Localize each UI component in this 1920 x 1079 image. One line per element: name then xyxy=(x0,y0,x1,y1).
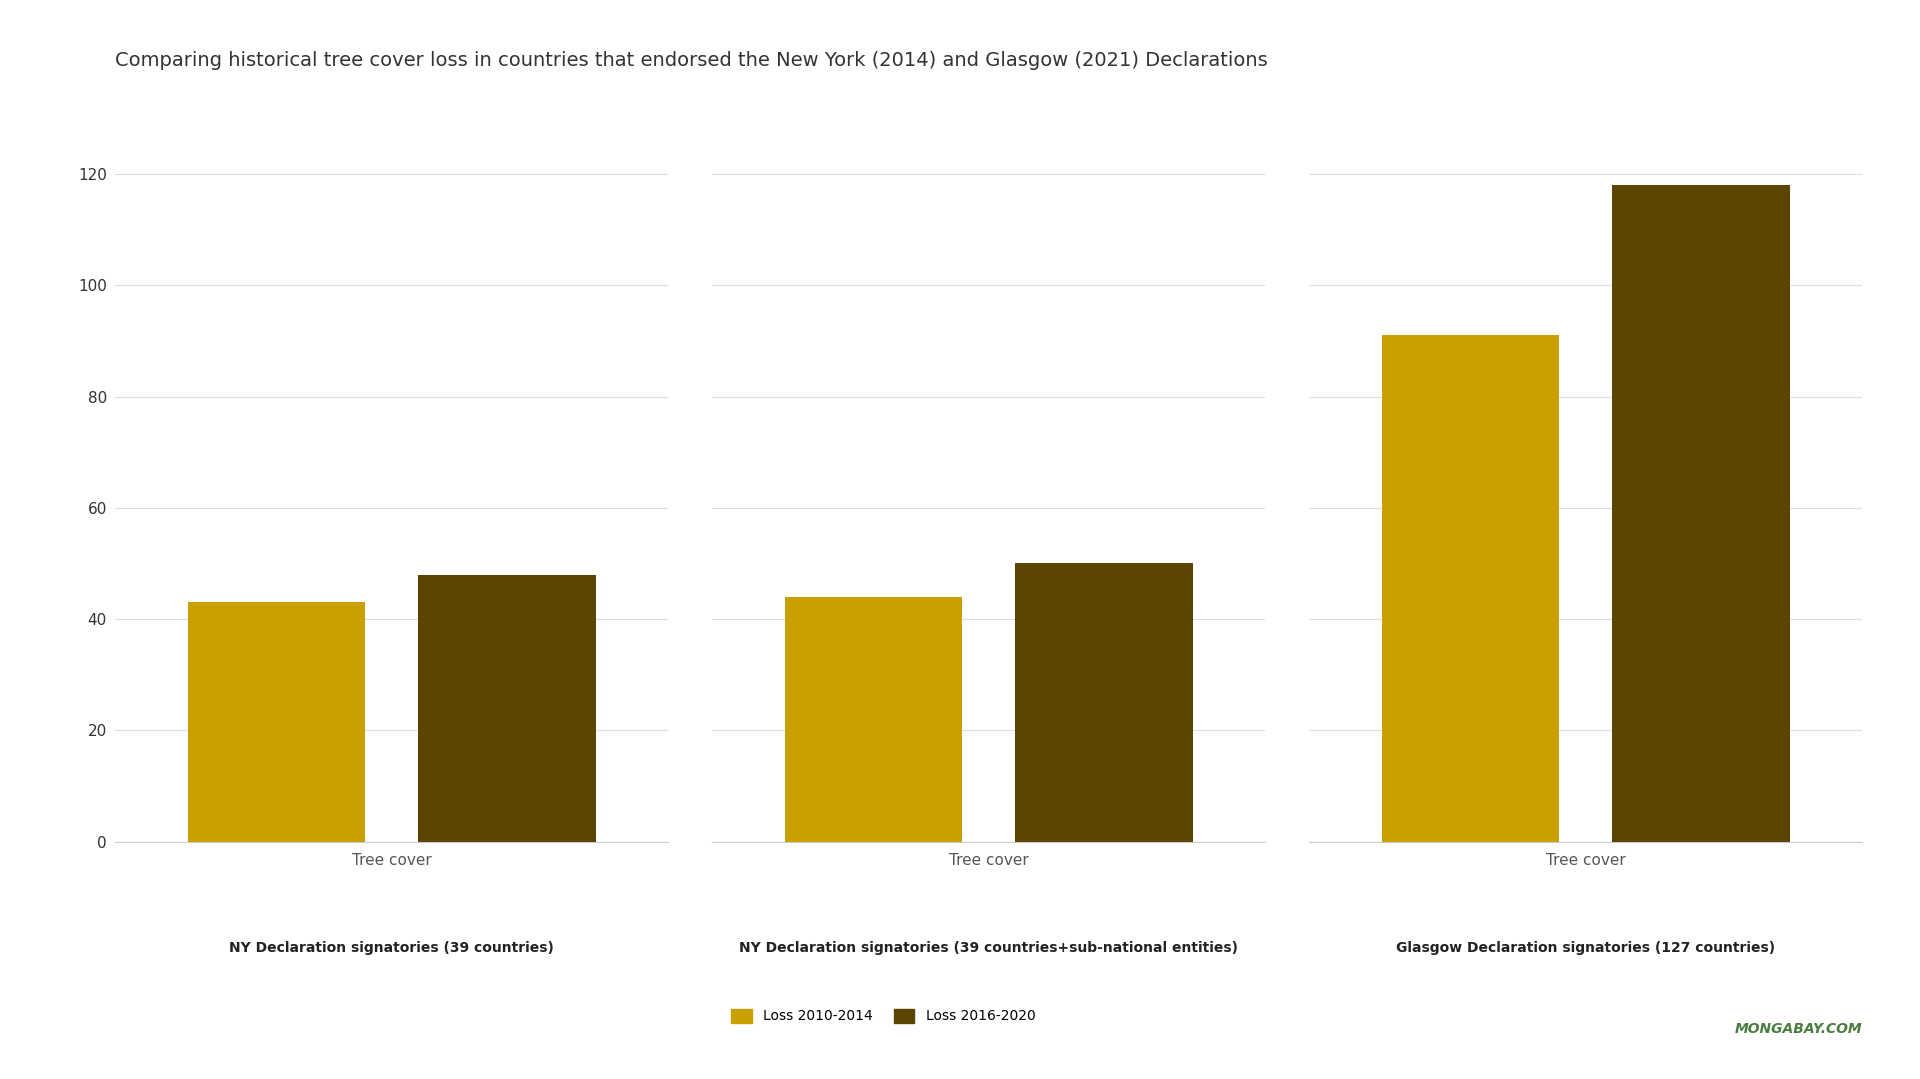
Text: NY Declaration signatories (39 countries+sub-national entities): NY Declaration signatories (39 countries… xyxy=(739,941,1238,955)
Bar xyxy=(1016,563,1192,842)
Bar xyxy=(188,602,365,842)
Legend: Loss 2010-2014, Loss 2016-2020: Loss 2010-2014, Loss 2016-2020 xyxy=(726,1003,1041,1029)
Bar xyxy=(1613,186,1789,842)
Text: MONGABAY.COM: MONGABAY.COM xyxy=(1736,1022,1862,1036)
Text: NY Declaration signatories (39 countries): NY Declaration signatories (39 countries… xyxy=(228,941,555,955)
Bar xyxy=(1382,336,1559,842)
Bar xyxy=(419,574,595,842)
Text: Comparing historical tree cover loss in countries that endorsed the New York (20: Comparing historical tree cover loss in … xyxy=(115,51,1267,70)
Bar xyxy=(785,597,962,842)
Text: Glasgow Declaration signatories (127 countries): Glasgow Declaration signatories (127 cou… xyxy=(1396,941,1776,955)
